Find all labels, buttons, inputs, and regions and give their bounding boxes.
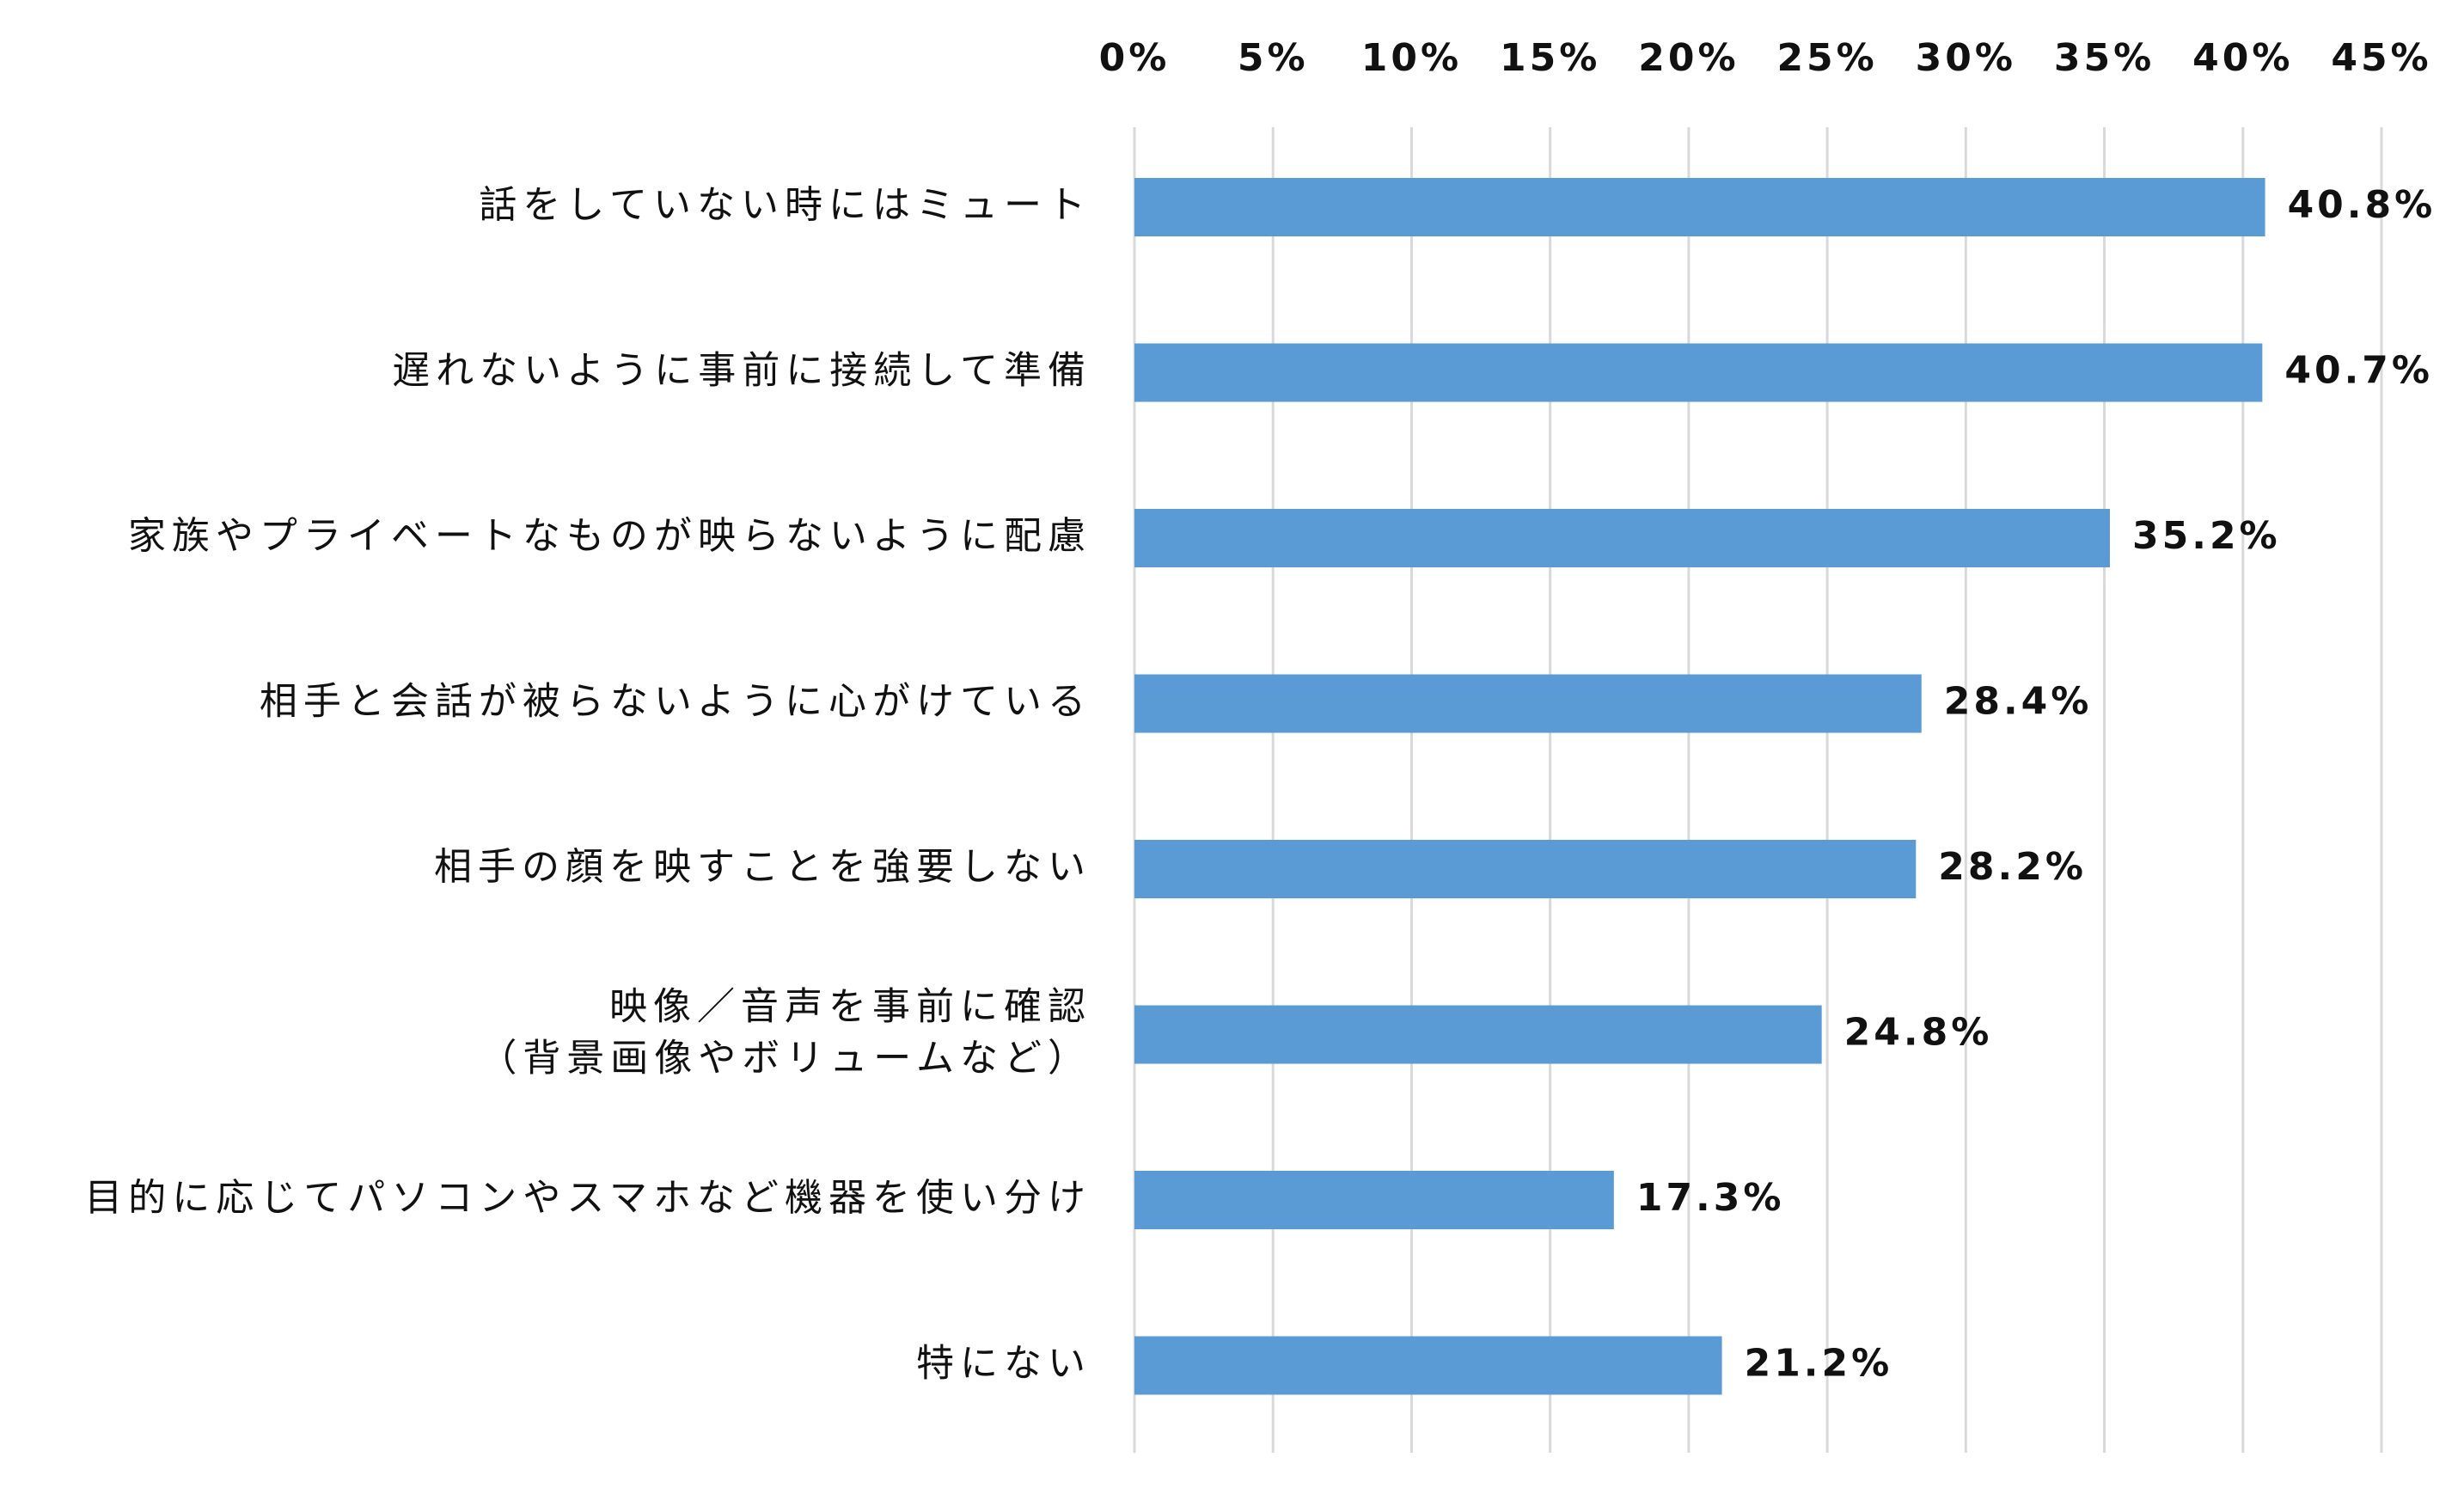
bar	[1134, 840, 1917, 898]
category-label: （背景画像やボリュームなど）	[479, 1037, 1091, 1081]
bar	[1134, 1005, 1822, 1064]
bar	[1134, 178, 2265, 236]
bar	[1134, 343, 2263, 402]
data-label: 28.4%	[1944, 680, 2093, 724]
category-label: 話をしていない時にはミュート	[479, 183, 1091, 227]
value-labels: 40.8% 40.7% 35.2% 28.4% 28.2% 24.8% 17.3% 21.2%	[1636, 183, 2436, 1386]
x-tick-label: 40%	[2192, 36, 2293, 80]
bar	[1134, 1336, 1722, 1395]
category-label: 相手と会話が被らないように心がけている	[260, 680, 1091, 724]
bar	[1134, 674, 1922, 733]
category-label: 相手の顔を映すことを強要しない	[434, 845, 1091, 889]
category-labels: 話をしていない時にはミュート遅れないように事前に接続して準備家族やプライベートな…	[84, 183, 1091, 1386]
x-tick-label: 20%	[1638, 36, 1739, 80]
x-tick-label: 25%	[1776, 36, 1877, 80]
data-label: 21.2%	[1745, 1342, 1893, 1386]
x-tick-label: 35%	[2054, 36, 2155, 80]
x-axis-tick-labels: 0% 5% 10% 15% 20% 25% 30% 35% 40% 45%	[1099, 36, 2431, 80]
category-label: 特にない	[916, 1342, 1091, 1386]
x-tick-label: 10%	[1361, 36, 1462, 80]
data-label: 40.8%	[2288, 183, 2436, 227]
category-label: 家族やプライベートなものが映らないように配慮	[128, 514, 1091, 558]
data-label: 17.3%	[1636, 1176, 1785, 1220]
data-label: 40.7%	[2284, 349, 2433, 393]
gridlines	[1133, 127, 2383, 1453]
category-label: 映像／音声を事前に確認	[609, 985, 1091, 1029]
data-label: 24.8%	[1844, 1011, 1993, 1055]
bar	[1134, 509, 2111, 567]
x-tick-label: 5%	[1238, 36, 1309, 80]
data-label: 35.2%	[2132, 514, 2281, 558]
category-label: 目的に応じてパソコンやスマホなど機器を使い分け	[84, 1176, 1091, 1220]
x-tick-label: 15%	[1500, 36, 1600, 80]
x-tick-label: 30%	[1916, 36, 2016, 80]
bars	[1134, 178, 2265, 1395]
x-tick-label: 45%	[2331, 36, 2431, 80]
data-label: 28.2%	[1938, 845, 2087, 889]
category-label: 遅れないように事前に接続して準備	[392, 349, 1091, 393]
x-tick-label: 0%	[1099, 36, 1171, 80]
bar	[1134, 1171, 1614, 1229]
